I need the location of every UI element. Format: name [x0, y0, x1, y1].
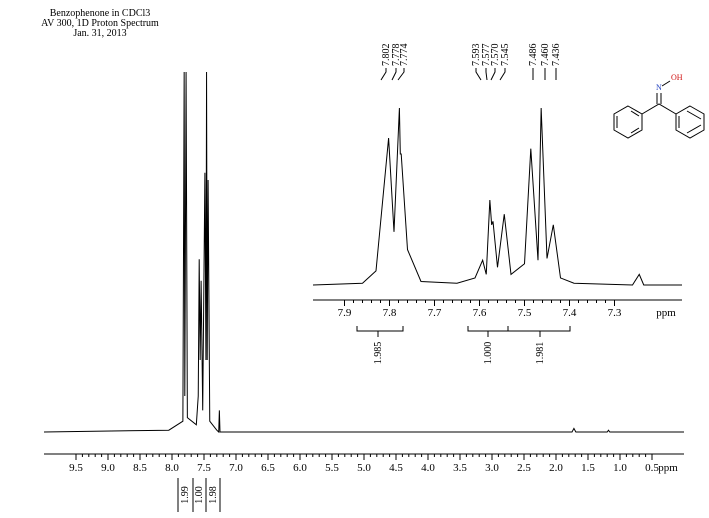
- x-tick-label: 7.4: [563, 307, 577, 319]
- x-tick-label: 2.0: [549, 462, 563, 474]
- x-tick-label: 7.7: [428, 307, 442, 319]
- x-tick-label: 1.5: [581, 462, 595, 474]
- title: Jan. 31, 2013: [73, 28, 126, 39]
- x-tick-label: 7.6: [473, 307, 487, 319]
- peak-label: 7.436: [551, 44, 562, 67]
- x-tick-label: 7.5: [518, 307, 532, 319]
- x-tick-label: 1.0: [613, 462, 627, 474]
- integral-label: 1.00: [194, 486, 205, 504]
- integral-label: 1.985: [373, 342, 384, 365]
- spectrum-line: [312, 107, 682, 286]
- x-tick-label: 9.0: [101, 462, 115, 474]
- atom-label: OH: [671, 73, 683, 82]
- peak-label: 7.802: [381, 44, 392, 67]
- x-tick-label: 5.5: [325, 462, 339, 474]
- x-tick-label: 6.0: [293, 462, 307, 474]
- peak-label: 7.593: [471, 44, 482, 67]
- title: Benzophenone in CDCl3: [50, 8, 151, 19]
- x-tick-label: 0.5: [645, 462, 659, 474]
- peak-label: 7.577: [481, 44, 492, 67]
- peak-connectors: [380, 68, 557, 81]
- x-tick-label: 5.0: [357, 462, 371, 474]
- title: AV 300, 1D Proton Spectrum: [41, 18, 159, 29]
- spectrum-line: [43, 71, 684, 434]
- x-tick-label: 7.3: [608, 307, 622, 319]
- integral-label: 1.99: [180, 486, 191, 504]
- integral-label: 1.000: [483, 342, 494, 365]
- peak-label: 7.545: [500, 44, 511, 67]
- x-tick-label: 2.5: [517, 462, 531, 474]
- atom-label: N: [656, 83, 662, 92]
- molecule: [613, 80, 705, 139]
- x-tick-label: 6.5: [261, 462, 275, 474]
- x-tick-label: 8.0: [165, 462, 179, 474]
- peak-label: 7.570: [490, 44, 501, 67]
- peak-label: 7.486: [528, 44, 539, 67]
- x-tick-label: 7.0: [229, 462, 243, 474]
- x-tick-label: 9.5: [69, 462, 83, 474]
- x-axis-label: ppm: [658, 462, 678, 474]
- integral-label: 1.981: [535, 342, 546, 365]
- x-tick-label: 3.5: [453, 462, 467, 474]
- peak-label: 7.460: [540, 44, 551, 67]
- integral-label: 1.98: [208, 486, 219, 504]
- x-tick-label: 4.0: [421, 462, 435, 474]
- x-tick-label: 8.5: [133, 462, 147, 474]
- x-tick-label: 4.5: [389, 462, 403, 474]
- x-axis-label: ppm: [656, 307, 676, 319]
- peak-label: 7.778: [391, 44, 402, 67]
- x-tick-label: 7.5: [197, 462, 211, 474]
- integral-brackets: [177, 326, 571, 512]
- x-tick-label: 3.0: [485, 462, 499, 474]
- x-tick-label: 7.9: [338, 307, 352, 319]
- peak-label: 7.774: [399, 44, 410, 67]
- x-tick-label: 7.8: [383, 307, 397, 319]
